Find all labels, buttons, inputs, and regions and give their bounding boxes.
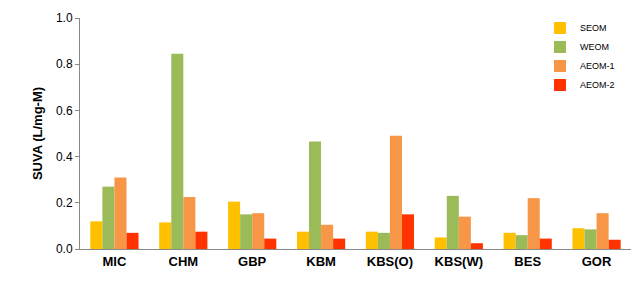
svg-text:SEOM: SEOM bbox=[580, 23, 607, 33]
svg-text:AEOM-2: AEOM-2 bbox=[580, 80, 615, 90]
svg-text:WEOM: WEOM bbox=[580, 42, 609, 52]
svg-text:KBM: KBM bbox=[306, 254, 336, 269]
svg-text:GBP: GBP bbox=[238, 254, 267, 269]
svg-text:BES: BES bbox=[514, 254, 541, 269]
svg-text:0.4: 0.4 bbox=[56, 150, 73, 164]
svg-text:CHM: CHM bbox=[169, 254, 199, 269]
svg-text:0.2: 0.2 bbox=[56, 196, 73, 210]
svg-text:0.0: 0.0 bbox=[56, 242, 73, 256]
svg-text:0.6: 0.6 bbox=[56, 104, 73, 118]
svg-text:0.8: 0.8 bbox=[56, 57, 73, 71]
svg-text:KBS(O): KBS(O) bbox=[367, 254, 413, 269]
svg-text:GOR: GOR bbox=[582, 254, 612, 269]
svg-text:1.0: 1.0 bbox=[56, 11, 73, 25]
svg-text:SUVA (L/mg-M): SUVA (L/mg-M) bbox=[30, 87, 45, 180]
svg-text:AEOM-1: AEOM-1 bbox=[580, 61, 615, 71]
svg-text:KBS(W): KBS(W) bbox=[435, 254, 483, 269]
svg-text:MIC: MIC bbox=[103, 254, 127, 269]
